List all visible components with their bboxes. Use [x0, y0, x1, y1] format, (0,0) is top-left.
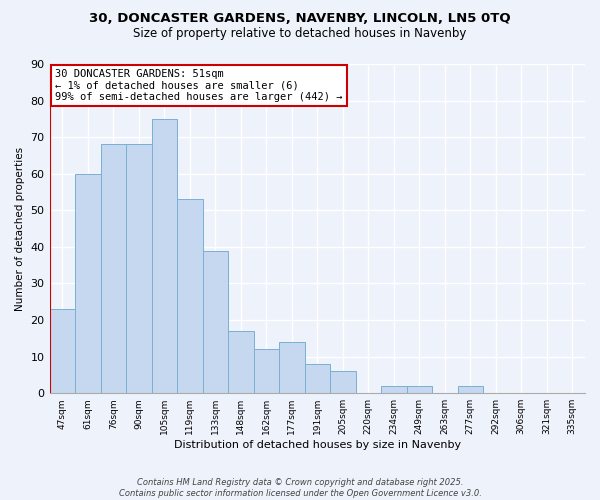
Bar: [458, 386, 483, 393]
Bar: [305, 364, 330, 393]
Bar: [254, 350, 279, 393]
Bar: [101, 144, 126, 393]
Bar: [203, 250, 228, 393]
X-axis label: Distribution of detached houses by size in Navenby: Distribution of detached houses by size …: [174, 440, 461, 450]
Bar: [381, 386, 407, 393]
Bar: [228, 331, 254, 393]
Bar: [126, 144, 152, 393]
Bar: [407, 386, 432, 393]
Bar: [279, 342, 305, 393]
Y-axis label: Number of detached properties: Number of detached properties: [15, 146, 25, 310]
Bar: [152, 119, 177, 393]
Text: Contains HM Land Registry data © Crown copyright and database right 2025.
Contai: Contains HM Land Registry data © Crown c…: [119, 478, 481, 498]
Bar: [177, 200, 203, 393]
Bar: [75, 174, 101, 393]
Bar: [50, 309, 75, 393]
Bar: [330, 372, 356, 393]
Text: Size of property relative to detached houses in Navenby: Size of property relative to detached ho…: [133, 28, 467, 40]
Text: 30 DONCASTER GARDENS: 51sqm
← 1% of detached houses are smaller (6)
99% of semi-: 30 DONCASTER GARDENS: 51sqm ← 1% of deta…: [55, 69, 343, 102]
Text: 30, DONCASTER GARDENS, NAVENBY, LINCOLN, LN5 0TQ: 30, DONCASTER GARDENS, NAVENBY, LINCOLN,…: [89, 12, 511, 26]
